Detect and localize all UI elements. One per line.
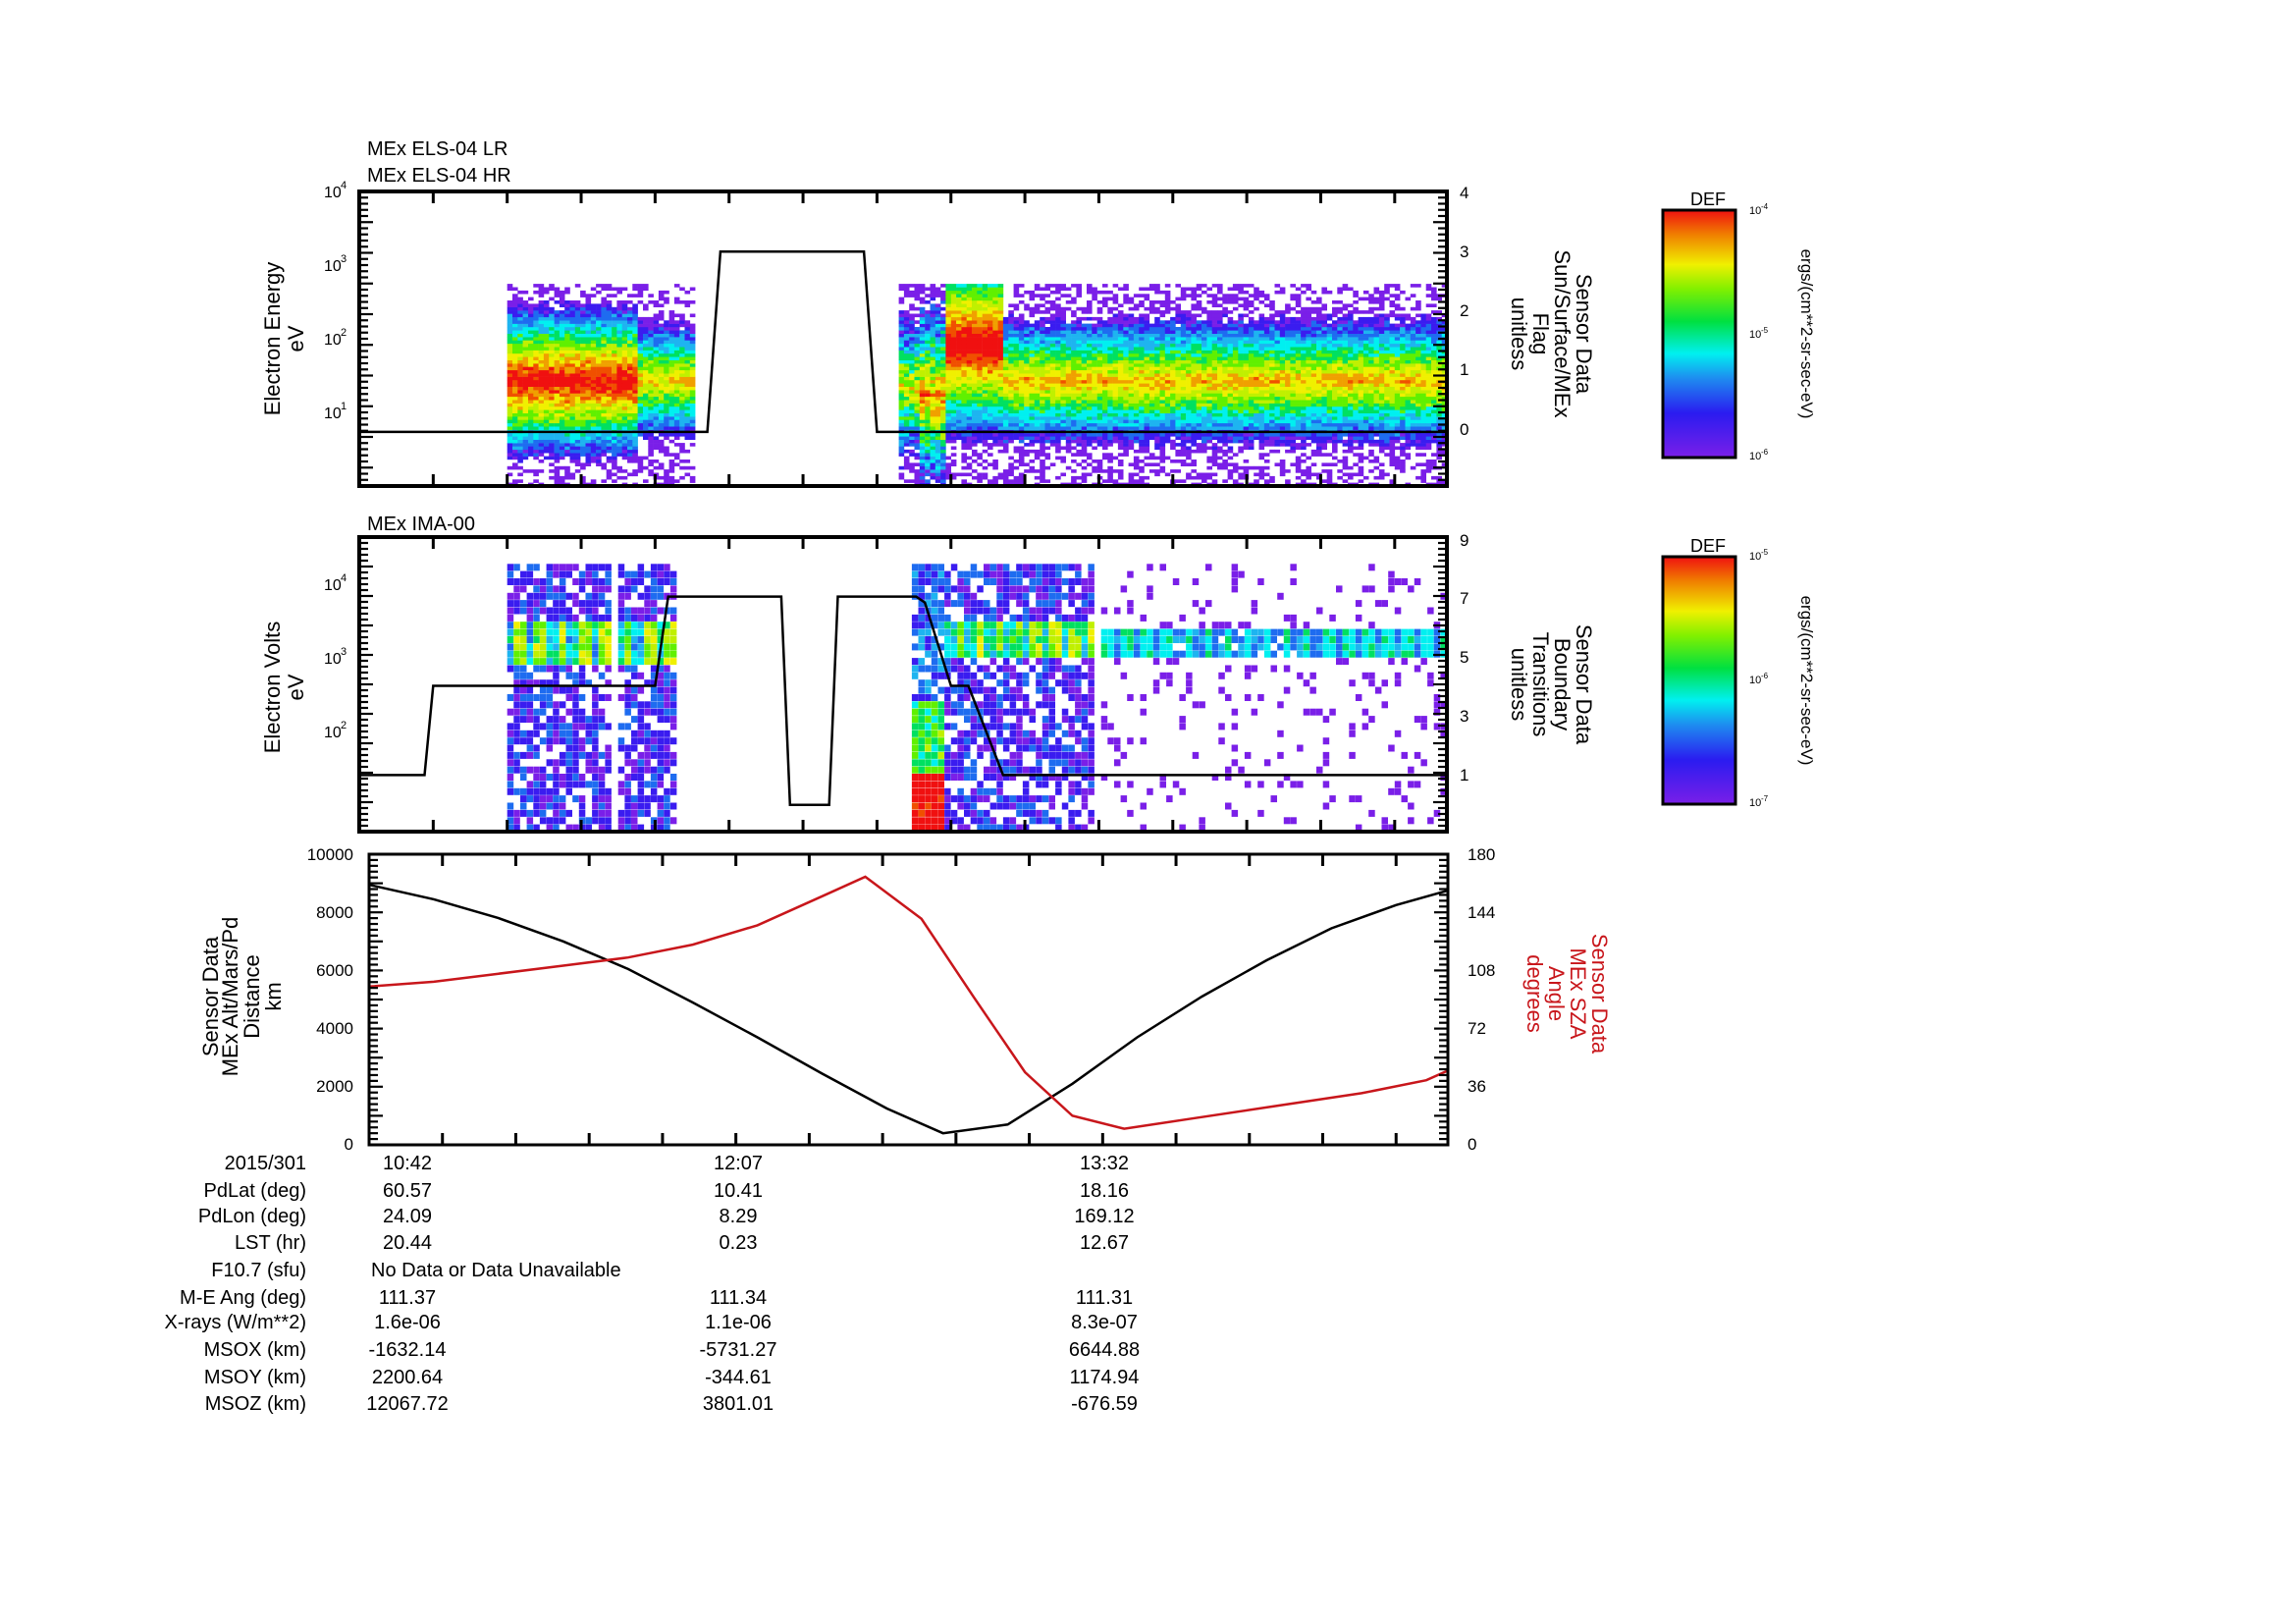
altitude-line bbox=[369, 883, 1448, 1135]
panel-orbit-frame bbox=[367, 852, 1450, 1147]
els-yaxis-labels: 10 4 10 3 10 2 10 1 bbox=[324, 180, 347, 422]
orbit-right-ticks: 180 144 108 72 36 0 bbox=[1468, 845, 1495, 1154]
sun-surface-flag-line bbox=[359, 249, 1447, 434]
panel-ima-ticks bbox=[359, 535, 1447, 834]
els-colorbar: DEF 10 -4 10 -5 10 -6 ergs/(cm**2-sr-sec-eV… bbox=[1661, 189, 1816, 462]
ima-ylabel: Electron Volts eV bbox=[260, 622, 308, 754]
panel-ima-title: MEx IMA-00 bbox=[367, 514, 475, 535]
panel-els-title-hr: MEx ELS-04 HR bbox=[367, 165, 511, 187]
panel-els: MEx ELS-04 LR MEx ELS-04 HR 10 4 10 3 10 2 … bbox=[260, 138, 1816, 488]
panel-ima: MEx IMA-00 10 4 10 3 10 2 Electron Volts eV… bbox=[260, 514, 1816, 834]
ima-yaxis-labels: 10 4 10 3 10 2 bbox=[324, 572, 347, 741]
els-ylabel: Electron Energy eV bbox=[260, 262, 308, 416]
ima-spectrogram bbox=[507, 564, 1447, 832]
els-ylabel-right: Sensor Data Sun/Surface/MEx Flag unitles… bbox=[1507, 249, 1596, 417]
orbit-ylabel-right: Sensor Data MEx SZA Angle degrees bbox=[1522, 934, 1612, 1055]
els-spectrogram bbox=[507, 284, 1447, 486]
ima-colorbar: DEF 10 -5 10 -6 10 -7 ergs/(cm**2-sr-sec-eV… bbox=[1661, 536, 1816, 809]
orbit-ylabel: Sensor Data MEx Alt/Mars/Pd Distance km bbox=[198, 917, 286, 1077]
orbit-yaxis-labels: 10000 8000 6000 4000 2000 0 bbox=[307, 845, 353, 1154]
ima-right-ticks: 9 7 5 3 1 bbox=[1460, 531, 1468, 784]
boundary-transitions-line bbox=[359, 595, 1447, 806]
ima-ylabel-right: Sensor Data Boundary Transitions unitles… bbox=[1507, 624, 1596, 745]
sza-line bbox=[369, 875, 1448, 1130]
panel-orbit: 10000 8000 6000 4000 2000 0 Sensor Data … bbox=[198, 845, 1612, 1154]
panel-orbit-ticks bbox=[369, 852, 1448, 1147]
panel-els-title-lr: MEx ELS-04 LR bbox=[367, 138, 507, 160]
panel-els-ticks bbox=[359, 189, 1447, 488]
els-right-ticks: 4 3 2 1 0 bbox=[1460, 184, 1468, 439]
